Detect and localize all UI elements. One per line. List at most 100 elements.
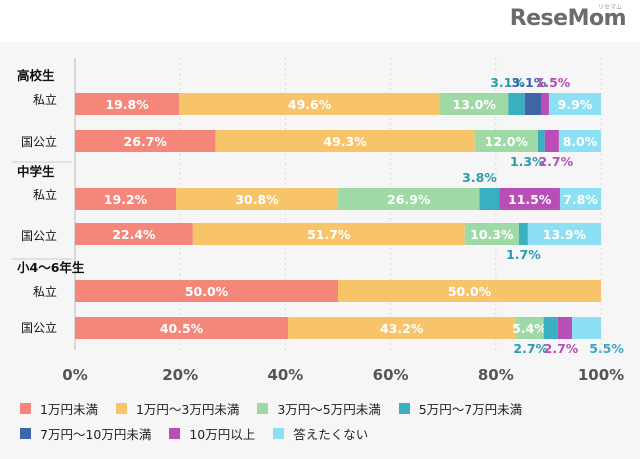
bar-segment — [548, 93, 601, 115]
legend-swatch — [115, 403, 127, 414]
data-label: 3.8% — [462, 170, 497, 185]
bar-segment — [518, 223, 528, 245]
bar-segment — [537, 130, 545, 152]
legend-label: 3万円～5万円未満 — [277, 402, 381, 417]
data-label: 1.5% — [536, 75, 571, 90]
bar-segment — [572, 317, 601, 339]
data-label: 51.7% — [307, 227, 351, 242]
data-label: 8.0% — [563, 134, 598, 149]
bar-segment — [557, 317, 573, 339]
bar-segment — [474, 130, 538, 152]
data-label: 3.1% — [512, 75, 547, 90]
data-label: 50.0% — [448, 284, 492, 299]
bar-segment — [440, 93, 509, 115]
data-label: 40.5% — [160, 321, 204, 336]
data-label: 30.8% — [235, 192, 279, 207]
bar-segment — [338, 188, 480, 210]
data-label: 13.9% — [543, 227, 587, 242]
bar-segment — [527, 223, 601, 245]
legend-swatch — [257, 403, 269, 414]
x-tick-label: 100% — [578, 366, 624, 384]
data-label: 12.0% — [485, 134, 529, 149]
bar-segment — [192, 223, 465, 245]
legend-item: 5万円～7万円未満 — [398, 399, 523, 418]
legend-item: 答えたくない — [273, 424, 368, 443]
row-label: 国公立 — [21, 320, 57, 335]
bar-segment — [338, 280, 601, 302]
x-tick-label: 0% — [62, 366, 87, 384]
bar-segment — [75, 280, 338, 302]
bar-segment — [543, 317, 558, 339]
x-tick-label: 80% — [478, 366, 514, 384]
legend-swatch — [273, 428, 285, 439]
data-label: 19.2% — [104, 192, 148, 207]
bar-segment — [515, 317, 544, 339]
bar-segment — [558, 130, 601, 152]
bar-segment — [75, 130, 216, 152]
bar-segment — [559, 188, 601, 210]
bar-segment — [75, 317, 289, 339]
legend-swatch — [20, 403, 31, 414]
data-label: 10.3% — [470, 227, 514, 242]
legend-swatch — [20, 428, 31, 439]
bar-segment — [541, 93, 549, 115]
legend-item: 7万円～10万円未満 — [20, 424, 151, 443]
legend-swatch — [169, 428, 181, 439]
data-label: 43.2% — [380, 321, 424, 336]
data-label: 2.7% — [538, 154, 573, 169]
group-label: 高校生 — [17, 68, 55, 83]
row-label: 私立 — [33, 284, 57, 299]
data-label: 49.3% — [323, 134, 367, 149]
x-tick-label: 20% — [162, 366, 198, 384]
data-label: 7.8% — [563, 192, 598, 207]
data-label: 5.5% — [589, 341, 624, 356]
bar-segment — [508, 93, 525, 115]
data-label: 11.5% — [508, 192, 552, 207]
bar-segment — [179, 93, 441, 115]
data-label: 2.7% — [544, 341, 579, 356]
bar-segment — [499, 188, 560, 210]
row-label: 国公立 — [21, 228, 57, 243]
data-label: 50.0% — [185, 284, 229, 299]
bar-segment — [215, 130, 475, 152]
legend-label: 1万円～3万円未満 — [135, 402, 240, 417]
legend-item: 3万円～5万円未満 — [257, 399, 381, 418]
group-label: 小4～6年生 — [16, 260, 85, 275]
data-label: 22.4% — [112, 227, 156, 242]
row-label: 国公立 — [21, 134, 57, 149]
brand-logo: ReseMom — [509, 6, 627, 31]
data-label: 19.8% — [105, 97, 149, 112]
legend-label: 答えたくない — [293, 427, 369, 442]
bar-segment — [464, 223, 519, 245]
legend-label: 7万円～10万円未満 — [40, 427, 152, 442]
legend-swatch — [398, 403, 410, 414]
bar-segment — [479, 188, 500, 210]
brand-subtitle: リセマム — [597, 4, 622, 11]
bar-segment — [288, 317, 516, 339]
legend-row: 1万円未満 1万円～3万円未満 3万円～5万円未満 5万円～7万円未満 — [20, 399, 635, 418]
legend-item: 1万円未満 — [20, 399, 98, 418]
row-label: 私立 — [33, 92, 57, 107]
group-label: 中学生 — [17, 164, 55, 179]
legend-item: 1万円～3万円未満 — [115, 399, 240, 418]
legend-label: 5万円～7万円未満 — [418, 402, 523, 417]
data-label: 3.1% — [490, 75, 525, 90]
bar-segment — [75, 93, 180, 115]
bar-segment — [524, 93, 542, 115]
data-label: 1.3% — [510, 154, 545, 169]
chart-legend: 1万円未満 1万円～3万円未満 3万円～5万円未満 5万円～7万円未満 7万円～… — [20, 399, 635, 449]
data-label: 49.6% — [288, 97, 332, 112]
data-label: 1.7% — [506, 247, 541, 262]
legend-label: 1万円未満 — [40, 402, 98, 417]
legend-label: 10万円以上 — [189, 427, 256, 442]
x-tick-label: 60% — [373, 366, 409, 384]
data-label: 5.4% — [512, 321, 547, 336]
bar-segment — [75, 188, 176, 210]
legend-row: 7万円～10万円未満 10万円以上 答えたくない — [20, 424, 635, 443]
x-tick-label: 40% — [267, 366, 303, 384]
bar-segment — [175, 188, 338, 210]
data-label: 26.7% — [124, 134, 168, 149]
bar-segment — [544, 130, 559, 152]
row-label: 私立 — [33, 187, 57, 202]
